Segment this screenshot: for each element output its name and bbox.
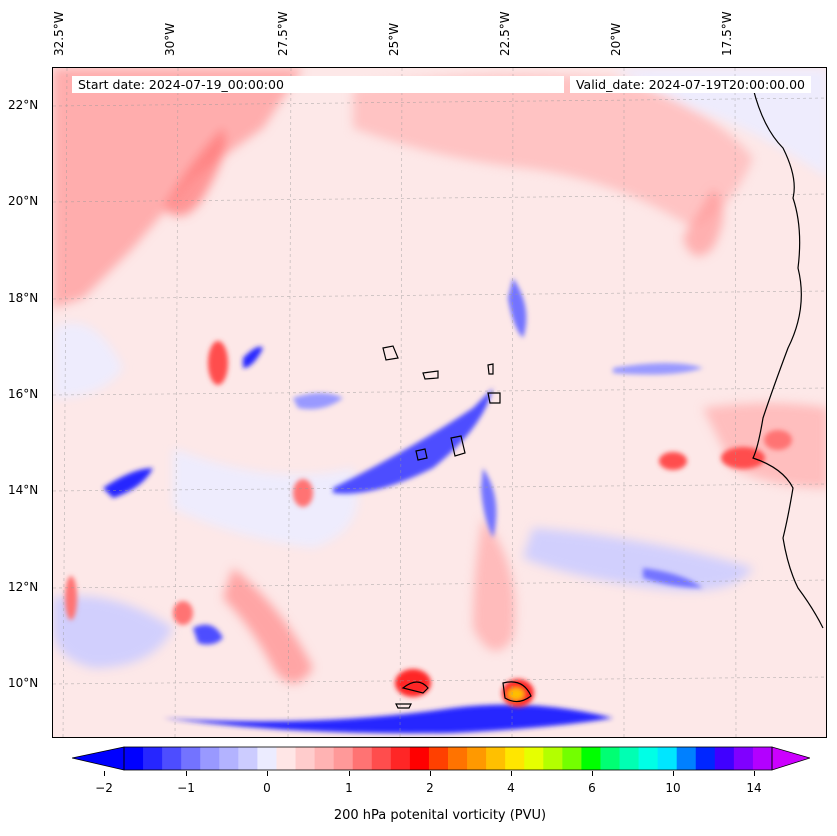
lat-label-20n: 20°N (8, 194, 39, 208)
colorbar-max-arrow (771, 746, 810, 771)
colorbar-segment (543, 747, 563, 770)
cb-tick-label: 10 (665, 781, 681, 795)
lat-label-12n: 12°N (8, 580, 39, 594)
colorbar-segment (733, 747, 754, 770)
colorbar-segment (448, 747, 468, 770)
graticule (53, 68, 826, 737)
pv-broad-features (53, 68, 826, 683)
cb-tickmark (592, 771, 593, 776)
colorbar-segments (124, 747, 773, 770)
colorbar-outline (123, 746, 773, 771)
cb-tick-label: 4 (507, 781, 515, 795)
lon-label-17-5w: 17.5°W (720, 11, 734, 56)
coastline (382, 87, 824, 709)
colorbar-segment (181, 747, 201, 770)
colorbar-segment (657, 747, 678, 770)
colorbar-title: 200 hPa potenital vorticity (PVU) (333, 808, 547, 823)
colorbar-segment (505, 747, 525, 770)
cb-tickmark (267, 771, 268, 776)
colorbar-segment (714, 747, 735, 770)
lat-label-16n: 16°N (8, 387, 39, 401)
cb-tickmark (430, 771, 431, 776)
colorbar-segment (486, 747, 506, 770)
cb-tick-label: 6 (588, 781, 596, 795)
cb-tickmark (186, 771, 187, 776)
colorbar-segment (390, 747, 411, 770)
colorbar-segment (276, 747, 297, 770)
colorbar-segment (333, 747, 354, 770)
colorbar-segment (257, 747, 277, 770)
cb-tickmark (511, 771, 512, 776)
cb-tick-label: −1 (177, 781, 195, 795)
colorbar-segment (162, 747, 182, 770)
lon-label-30w: 30°W (163, 22, 177, 56)
colorbar-segment (752, 747, 773, 770)
colorbar-segment (600, 747, 621, 770)
colorbar-segment (219, 747, 239, 770)
cb-tick-label: 14 (746, 781, 762, 795)
colorbar-segment (676, 747, 697, 770)
colorbar-segment (200, 747, 220, 770)
colorbar-segment (562, 747, 582, 770)
colorbar-segment (619, 747, 640, 770)
colorbar-segment (124, 747, 144, 770)
lat-label-10n: 10°N (8, 676, 39, 690)
map-panel (52, 67, 827, 738)
colorbar-segment (409, 747, 430, 770)
cb-tickmark (754, 771, 755, 776)
colorbar-min-arrow (72, 746, 125, 771)
colorbar-segment (295, 747, 316, 770)
colorbar-segment (428, 747, 449, 770)
start-date-label: Start date: 2024-07-19_00:00:00 (72, 76, 564, 93)
lon-label-22-5w: 22.5°W (498, 11, 512, 56)
lon-label-20w: 20°W (609, 22, 623, 56)
lat-label-18n: 18°N (8, 291, 39, 305)
colorbar-segment (238, 747, 258, 770)
cb-tickmark (673, 771, 674, 776)
lon-label-27-5w: 27.5°W (276, 11, 290, 56)
colorbar-segment (524, 747, 544, 770)
colorbar-segment (638, 747, 659, 770)
cb-tick-label: 2 (426, 781, 434, 795)
colorbar-segment (314, 747, 335, 770)
colorbar-segment (371, 747, 392, 770)
colorbar-segment (143, 747, 163, 770)
colorbar-segment (695, 747, 716, 770)
colorbar-segment (581, 747, 601, 770)
pv-field (53, 68, 826, 737)
valid-date-label: Valid_date: 2024-07-19T20:00:00.00 (569, 76, 811, 93)
cb-tickmark (104, 771, 105, 776)
lon-label-32-5w: 32.5°W (52, 11, 66, 56)
lon-label-25w: 25°W (387, 22, 401, 56)
cb-tick-label: 0 (263, 781, 271, 795)
pv-negative-streaks (103, 278, 703, 734)
colorbar (72, 746, 810, 771)
cb-tick-label: −2 (95, 781, 113, 795)
lat-label-22n: 22°N (8, 98, 39, 112)
colorbar-segment (352, 747, 373, 770)
cb-tickmark (349, 771, 350, 776)
colorbar-segment (467, 747, 487, 770)
cb-tick-label: 1 (345, 781, 353, 795)
lat-label-14n: 14°N (8, 483, 39, 497)
